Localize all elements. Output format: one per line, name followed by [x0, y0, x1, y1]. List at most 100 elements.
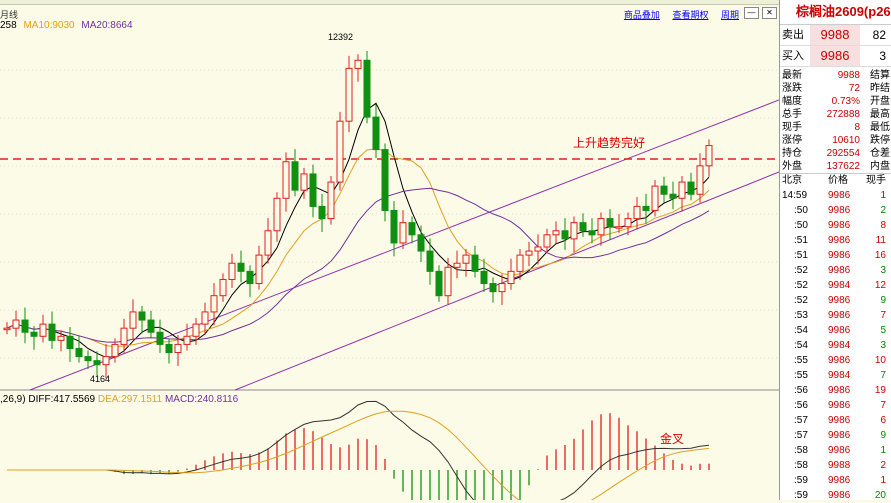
- tick-time: :54: [794, 325, 808, 336]
- candle-body: [660, 185, 668, 195]
- candle-body: [669, 193, 677, 199]
- candle-body: [345, 67, 353, 122]
- candle-body: [174, 343, 182, 354]
- tick-time: :56: [794, 400, 808, 411]
- golden-cross-annotation: 金叉: [660, 432, 685, 446]
- stat-row: 最新 9988 结算: [780, 69, 891, 82]
- stat-label: 总手: [782, 109, 802, 120]
- tick-volume: 9: [880, 430, 886, 441]
- diff-value: DIFF:417.5569: [28, 394, 96, 405]
- minimize-button[interactable]: —: [744, 7, 759, 19]
- stat-label-2: 最高: [870, 109, 890, 120]
- candle-body: [606, 218, 614, 228]
- candle-body: [66, 335, 74, 349]
- candle-body: [534, 246, 542, 252]
- stat-label-2: 内盘: [870, 161, 890, 172]
- kline-chart-area[interactable]: 月线 商品叠加 查看期权 周期 — ✕ 258 MA10:9030 MA20:8…: [0, 0, 779, 500]
- tick-price: 9986: [828, 325, 851, 336]
- tick-volume: 1: [880, 190, 886, 201]
- close-button[interactable]: ✕: [762, 7, 777, 19]
- stat-value: 292554: [826, 148, 860, 159]
- tick-volume: 19: [874, 385, 886, 396]
- tick-list[interactable]: 14:59 9986 1:50 9986 2:50 9986 8:51 9986 11:51 99…: [780, 188, 891, 503]
- tick-price: 9986: [828, 415, 851, 426]
- candle-body: [687, 181, 695, 195]
- tick-header-vol: 现手: [866, 175, 886, 186]
- candle-body: [300, 173, 308, 191]
- tick-time: 14:59: [782, 190, 808, 201]
- tick-time: :56: [794, 385, 808, 396]
- candle-body: [642, 205, 650, 211]
- stat-label-2: 跌停: [870, 135, 890, 146]
- candle-body: [624, 218, 632, 228]
- tick-time: :55: [794, 370, 808, 381]
- tick-row: :52 9986 9: [780, 293, 891, 308]
- candle-body: [318, 205, 326, 220]
- tick-time: :52: [794, 295, 808, 306]
- candle-body: [426, 250, 434, 272]
- tick-time: :57: [794, 430, 808, 441]
- tick-row: :57 9986 6: [780, 413, 891, 428]
- cycle-link[interactable]: 周期: [720, 10, 739, 20]
- high-price-label: 12392: [328, 32, 354, 42]
- tick-price: 9986: [828, 190, 851, 201]
- candle-body: [138, 311, 146, 321]
- options-link[interactable]: 查看期权: [672, 10, 709, 20]
- overlay-link[interactable]: 商品叠加: [623, 10, 660, 20]
- candle-body: [588, 230, 596, 236]
- tick-row: :56 9986 7: [780, 398, 891, 413]
- tick-price: 9986: [828, 205, 851, 216]
- candle-body: [201, 311, 209, 325]
- tick-row: :55 9984 7: [780, 368, 891, 383]
- tick-price: 9986: [828, 430, 851, 441]
- dea-value: DEA:297.1511: [97, 394, 163, 405]
- tick-volume: 12: [874, 280, 886, 291]
- candle-body: [633, 205, 641, 220]
- tick-row: 14:59 9986 1: [780, 188, 891, 203]
- candle-body: [678, 181, 686, 199]
- bid-row: 买入 9986 3: [780, 46, 891, 67]
- candle-body: [147, 319, 155, 333]
- tick-row: :51 9986 11: [780, 233, 891, 248]
- chart-tab-links: 商品叠加 查看期权 周期: [614, 8, 739, 21]
- candle-body: [246, 270, 254, 285]
- tick-price: 9986: [828, 385, 851, 396]
- candle-body: [462, 254, 470, 264]
- tick-volume: 7: [880, 310, 886, 321]
- ask-price[interactable]: 9988: [810, 25, 860, 45]
- trend-annotation: 上升趋势完好: [573, 136, 646, 150]
- ask-row: 卖出 9988 82: [780, 25, 891, 46]
- stat-label-2: 仓差: [870, 148, 890, 159]
- tick-time: :50: [794, 220, 808, 231]
- candle-body: [30, 331, 38, 337]
- tick-row: :52 9984 12: [780, 278, 891, 293]
- candle-body: [129, 311, 137, 329]
- candle-body: [435, 270, 443, 297]
- tick-header-price: 价格: [828, 175, 848, 186]
- tick-time: :58: [794, 460, 808, 471]
- tick-row: :54 9984 3: [780, 338, 891, 353]
- bid-price[interactable]: 9986: [810, 46, 860, 66]
- candle-body: [651, 185, 659, 211]
- candle-body: [264, 230, 272, 256]
- stat-label-2: 结算: [870, 70, 890, 81]
- tick-price: 9986: [828, 475, 851, 486]
- candle-body: [309, 173, 317, 207]
- tick-volume: 11: [875, 235, 886, 246]
- tick-time: :54: [794, 340, 808, 351]
- ma20-value: MA20:8664: [81, 20, 133, 31]
- tick-time: :52: [794, 265, 808, 276]
- tick-time: :57: [794, 415, 808, 426]
- tick-time: :59: [794, 490, 808, 501]
- candle-body: [255, 254, 263, 285]
- tick-row: :56 9986 19: [780, 383, 891, 398]
- quote-panel: 棕榈油2609(p26 卖出 9988 82 买入 9986 3 最新 9988 结…: [779, 0, 891, 503]
- tick-volume: 3: [880, 340, 886, 351]
- stat-value: 72: [848, 83, 860, 94]
- tick-price: 9988: [828, 460, 851, 471]
- ma10-line: [6, 148, 710, 348]
- candle-body: [3, 327, 11, 331]
- tick-row: :54 9986 5: [780, 323, 891, 338]
- ask-volume: 82: [872, 28, 886, 42]
- candle-body: [615, 226, 623, 229]
